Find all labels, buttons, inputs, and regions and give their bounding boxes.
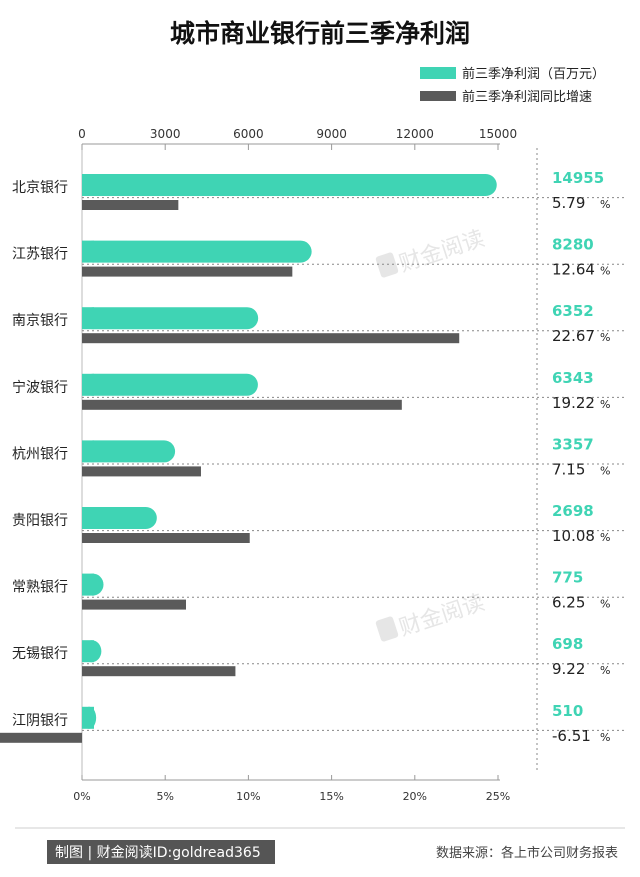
top-tick-label: 3000 xyxy=(150,127,181,141)
profit-bar-base xyxy=(82,373,94,396)
top-tick-label: 6000 xyxy=(233,127,264,141)
profit-value-label: 775 xyxy=(552,569,583,587)
percent-sign: % xyxy=(600,398,610,411)
growth-bar xyxy=(82,466,201,477)
profit-value-label: 510 xyxy=(552,702,583,720)
percent-sign: % xyxy=(600,464,610,477)
profit-bar-base xyxy=(82,640,94,663)
value-labels: 14955 5.79 % 8280 12.64 % 6352 22.67 % 6343 19.22%… xyxy=(552,169,610,745)
bottom-tick-label: 15% xyxy=(319,790,343,803)
footer-credit: 制图 | 财金阅读ID:goldread365 xyxy=(55,844,261,861)
bars xyxy=(0,174,497,743)
category-label: 杭州银行 xyxy=(12,446,68,462)
profit-bar-base xyxy=(82,706,94,729)
growth-value-label: 19.22 xyxy=(552,394,595,412)
profit-value-label: 8280 xyxy=(552,236,594,254)
growth-value-label: 7.15 xyxy=(552,460,585,478)
percent-sign: % xyxy=(600,731,610,744)
profit-bar-base xyxy=(82,307,94,330)
profit-value-label: 14955 xyxy=(552,169,604,187)
profit-bar-base xyxy=(82,174,94,196)
profit-value-label: 698 xyxy=(552,635,583,653)
profit-bar xyxy=(82,240,312,263)
profit-value-label: 3357 xyxy=(552,435,594,453)
percent-sign: % xyxy=(600,598,610,611)
profit-bar-base xyxy=(82,440,94,463)
legend-label-profit: 前三季净利润（百万元） xyxy=(462,66,605,82)
footer-source: 数据来源：各上市公司财务报表 xyxy=(436,845,618,861)
footer-credit-box xyxy=(47,840,275,864)
growth-value-label: 9.22 xyxy=(552,660,585,678)
category-label: 宁波银行 xyxy=(12,379,68,396)
bottom-tick-label: 10% xyxy=(236,790,260,803)
profit-value-label: 2698 xyxy=(552,502,594,520)
profit-bar-base xyxy=(82,240,94,263)
growth-bar xyxy=(82,533,250,543)
growth-value-label: 22.67 xyxy=(552,327,595,345)
watermark-top: 财金阅读 xyxy=(375,226,488,278)
profit-bar xyxy=(82,507,157,529)
legend-swatch-profit xyxy=(420,67,456,79)
chart-title: 城市商业银行前三季净利润 xyxy=(170,19,470,48)
growth-bar xyxy=(82,200,179,210)
watermark-text-top: 财金阅读 xyxy=(396,226,487,277)
growth-value-label: 12.64 xyxy=(552,261,595,279)
category-label: 江苏银行 xyxy=(12,247,68,263)
bottom-tick-label: 20% xyxy=(403,790,427,803)
top-tick-label: 9000 xyxy=(316,127,347,141)
growth-bar xyxy=(82,333,460,344)
percent-sign: % xyxy=(600,531,610,544)
profit-bar-base xyxy=(82,507,94,529)
top-tick-label: 0 xyxy=(78,127,86,141)
growth-bar xyxy=(82,399,402,410)
bottom-axis: 0% 5% 10% 15% 20% 25% xyxy=(73,775,510,803)
category-label: 江阴银行 xyxy=(12,713,68,729)
profit-value-label: 6343 xyxy=(552,369,594,387)
profit-value-label: 6352 xyxy=(552,302,594,320)
category-label: 北京银行 xyxy=(12,180,68,196)
profit-bar xyxy=(82,174,497,196)
percent-sign: % xyxy=(600,331,610,344)
growth-value-label: 5.79 xyxy=(552,194,585,212)
bottom-tick-label: 5% xyxy=(156,790,173,803)
legend: 前三季净利润（百万元） 前三季净利润同比增速 xyxy=(420,66,605,105)
profit-bar xyxy=(82,373,258,396)
growth-value-label: 10.08 xyxy=(552,527,595,545)
percent-sign: % xyxy=(600,664,610,677)
percent-sign: % xyxy=(600,265,610,278)
profit-bar xyxy=(82,307,259,330)
percent-sign: % xyxy=(600,198,610,211)
growth-bar xyxy=(82,266,293,277)
growth-value-label: -6.51 xyxy=(552,727,591,745)
growth-value-label: 6.25 xyxy=(552,594,585,612)
growth-bar xyxy=(82,599,186,610)
growth-bar xyxy=(82,666,236,677)
profit-bar xyxy=(82,440,176,463)
top-tick-label: 12000 xyxy=(396,127,434,141)
category-label: 常熟银行 xyxy=(12,580,68,596)
bottom-tick-label: 25% xyxy=(486,790,510,803)
watermark-text-bottom: 财金阅读 xyxy=(396,590,487,641)
legend-swatch-growth xyxy=(420,91,456,101)
bottom-tick-label: 0% xyxy=(73,790,90,803)
growth-bar xyxy=(0,732,82,743)
profit-bar-base xyxy=(82,573,94,596)
category-label: 无锡银行 xyxy=(12,646,68,662)
legend-label-growth: 前三季净利润同比增速 xyxy=(462,89,592,105)
category-label: 南京银行 xyxy=(12,313,68,329)
top-tick-label: 15000 xyxy=(479,127,517,141)
category-label: 贵阳银行 xyxy=(12,513,68,529)
top-axis: 0 3000 6000 9000 12000 15000 xyxy=(78,127,517,150)
watermark-bottom: 财金阅读 xyxy=(375,590,488,642)
